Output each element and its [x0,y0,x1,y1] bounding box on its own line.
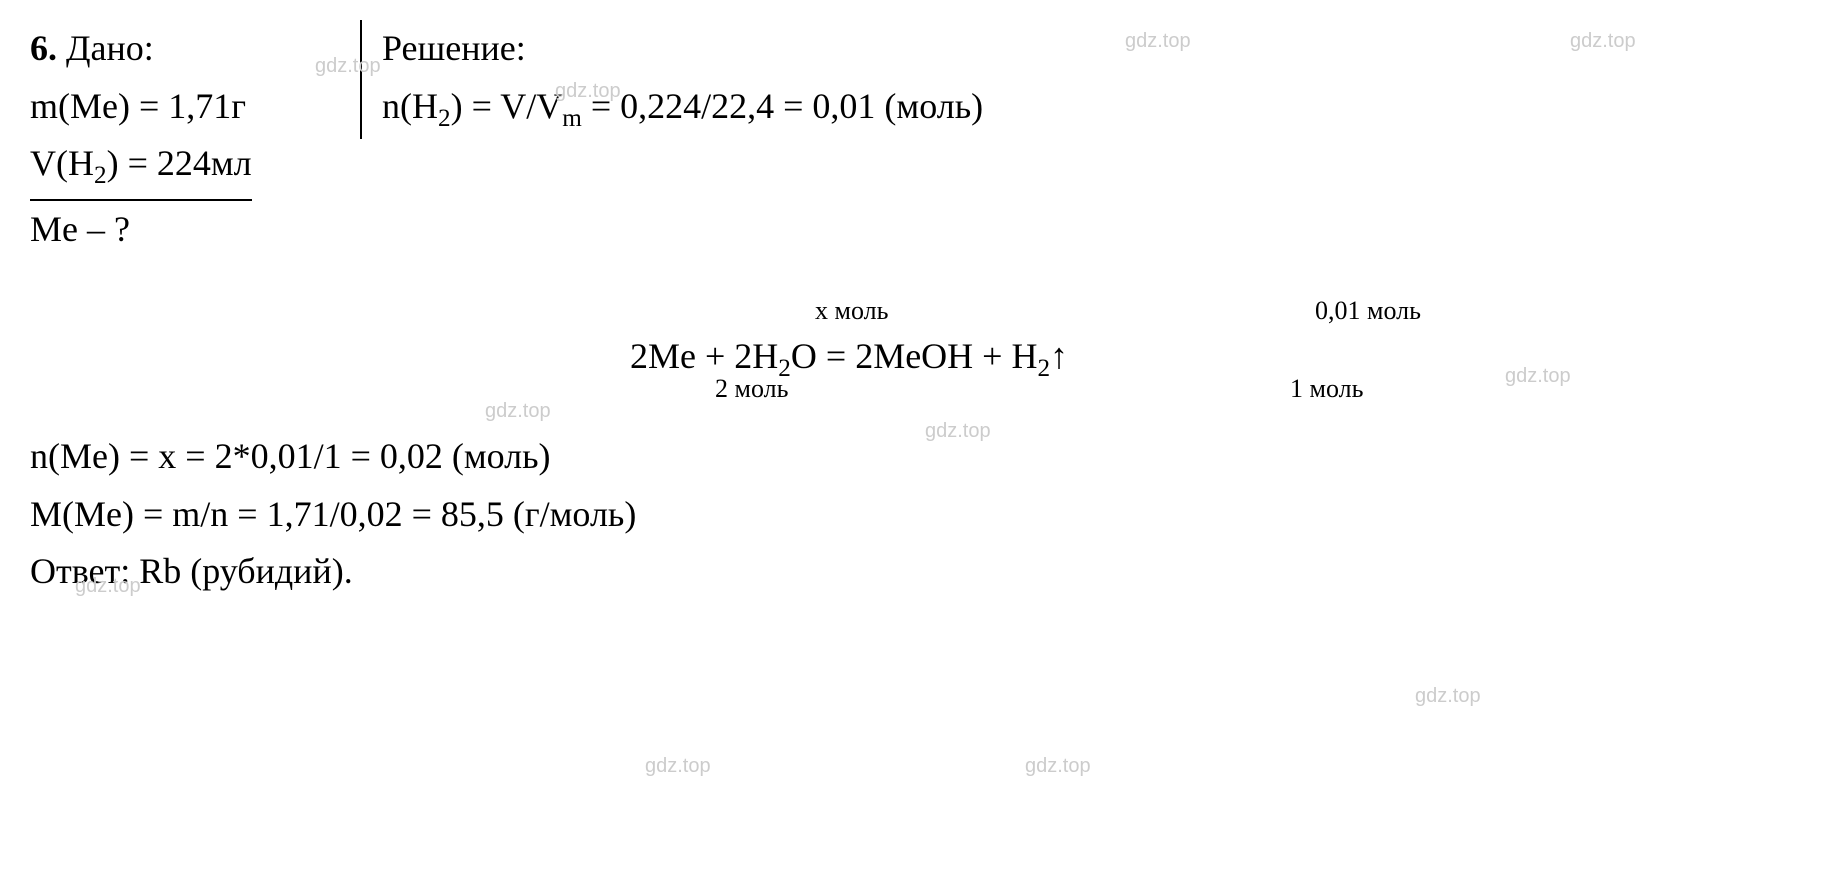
sol-sub1: 2 [438,105,451,132]
given-title: Дано: [66,28,154,68]
solution-section: Решение: n(H2) = V/Vm = 0,224/22,4 = 0,0… [360,20,1796,139]
bottom-calculations: n(Me) = x = 2*0,01/1 = 0,02 (моль) M(Me)… [30,428,1796,601]
equation-section: х моль 0,01 моль 2Me + 2H 2O = 2MeOH + H2… [30,298,1796,418]
eq-sub2: 2 [1037,355,1050,382]
given-section: 6. Дано: m(Me) = 1,71г V(H2) = 224мл Me … [30,20,360,258]
underlined-volume: V(H2) = 224мл [30,135,252,201]
volume-text-b: ) = 224мл [107,143,252,183]
volume-sub: 2 [94,162,107,189]
sol-a: n(H [382,86,438,126]
calc-moles-me: n(Me) = x = 2*0,01/1 = 0,02 (моль) [30,428,1796,486]
eq-b: O = 2MeOH + H [791,336,1038,376]
volume-text-a: V(H [30,143,94,183]
up-arrow-icon: ↑ [1050,336,1068,376]
equation-annotations: х моль 0,01 моль 2Me + 2H 2O = 2MeOH + H2… [630,298,1796,418]
sol-sub2: m [562,105,582,132]
eq-ann-bot-right: 1 моль [1290,376,1363,402]
eq-ann-top-right: 0,01 моль [1315,298,1421,324]
given-question: Me – ? [30,201,340,259]
given-volume: V(H2) = 224мл [30,135,340,201]
sol-c: = 0,224/22,4 = 0,01 (моль) [582,86,983,126]
eq-ann-top-left: х моль [815,298,888,324]
solution-title: Решение: [382,20,1796,78]
watermark: gdz.top [1025,755,1091,778]
eq-a: 2Me + 2H [630,336,778,376]
content-wrapper: gdz.top gdz.top gdz.top gdz.top gdz.top … [30,20,1796,601]
calc-molar-mass: M(Me) = m/n = 1,71/0,02 = 85,5 (г/моль) [30,486,1796,544]
top-section: 6. Дано: m(Me) = 1,71г V(H2) = 224мл Me … [30,20,1796,258]
solution-moles: n(H2) = V/Vm = 0,224/22,4 = 0,01 (моль) [382,78,1796,140]
problem-number: 6. [30,28,57,68]
watermark: gdz.top [1415,685,1481,708]
answer-line: Ответ: Rb (рубидий). [30,543,1796,601]
eq-ann-bot-left: 2 моль [715,376,788,402]
sol-b: ) = V/V [451,86,563,126]
watermark: gdz.top [645,755,711,778]
given-mass: m(Me) = 1,71г [30,78,340,136]
given-header: 6. Дано: [30,20,340,78]
equation-main: 2Me + 2H2O = 2MeOH + H2↑ [630,328,1068,390]
